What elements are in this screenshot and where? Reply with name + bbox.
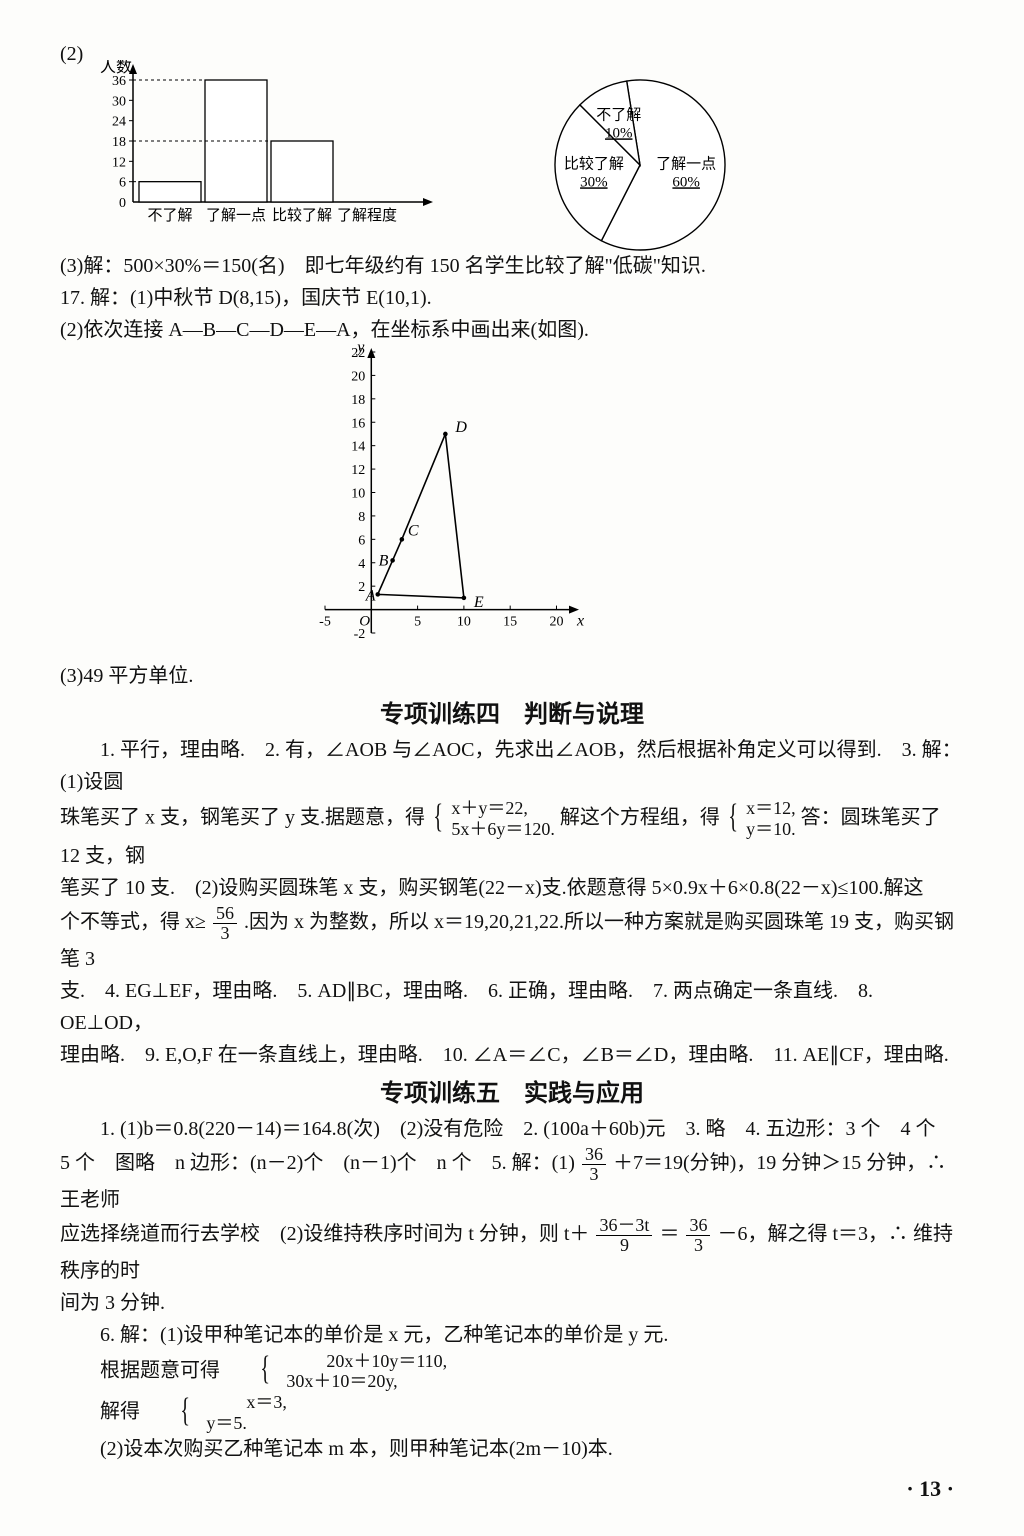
pie-chart: 了解一点 60% 比较了解 30% 不了解 10%	[535, 60, 745, 270]
frac-d: 3	[686, 1236, 710, 1255]
sysfa: 20x＋10y＝110,	[326, 1351, 447, 1371]
sec5-line-f: 根据题意可得 { 20x＋10y＝110,30x＋10＝20y,	[60, 1351, 964, 1392]
sys1a: x＋y＝22,	[451, 798, 528, 818]
p-answer-3: (3)解：500×30%＝150(名) 即七年级约有 150 名学生比较了解"低…	[60, 250, 964, 282]
svg-text:12: 12	[112, 155, 126, 170]
svg-text:20: 20	[549, 615, 563, 630]
p-q17-3: (3)49 平方单位.	[60, 660, 964, 692]
svg-text:24: 24	[112, 115, 126, 130]
svg-text:B: B	[379, 552, 389, 569]
section-5-title: 专项训练五 实践与应用	[60, 1075, 964, 1113]
frac-d: 9	[596, 1236, 652, 1255]
page-number: · 13 ·	[906, 1471, 954, 1506]
svg-text:8: 8	[358, 510, 365, 525]
svg-text:-5: -5	[319, 615, 331, 630]
svg-text:4: 4	[358, 557, 365, 572]
sec4-line-e: 支. 4. EG⊥EF，理由略. 5. AD∥BC，理由略. 6. 正确，理由略…	[60, 975, 964, 1039]
svg-text:6: 6	[119, 176, 126, 191]
sec5-f-pre: 根据题意可得	[100, 1359, 220, 1381]
svg-text:22: 22	[351, 346, 365, 361]
svg-text:6: 6	[358, 533, 365, 548]
svg-text:x: x	[576, 613, 584, 630]
svg-text:不了解: 不了解	[147, 207, 192, 224]
q2-label: (2)	[60, 38, 83, 70]
sec4-line-d: 个不等式，得 x≥ 563 .因为 x 为整数，所以 x＝19,20,21,22…	[60, 904, 964, 975]
sec5-c-mid: ＝	[659, 1223, 679, 1245]
frac-n: 36	[686, 1216, 710, 1236]
p-q17-1: 17. 解：(1)中秋节 D(8,15)，国庆节 E(10,1).	[60, 282, 964, 314]
svg-text:2: 2	[358, 580, 365, 595]
sec5-line-c: 应选择绕道而行去学校 (2)设维持秩序时间为 t 分钟，则 t＋ 36－3t9 …	[60, 1216, 964, 1287]
sec5-line-g: 解得 { x＝3,y＝5.	[60, 1392, 964, 1433]
svg-text:12: 12	[351, 463, 365, 478]
bar-chart: 6 12 18 24 30 36 0 人数 不了解 了解一点 比较了解了解程度	[95, 60, 435, 240]
sec4-line-c: 笔买了 10 支. (2)设购买圆珠笔 x 支，购买钢笔(22－x)支.依题意得…	[60, 872, 964, 904]
svg-text:了解一点: 了解一点	[206, 207, 266, 224]
svg-text:D: D	[454, 419, 467, 436]
svg-text:了解程度: 了解程度	[337, 207, 397, 224]
sys2a: x＝12,	[746, 798, 796, 818]
frac-d: 3	[582, 1165, 606, 1184]
svg-text:14: 14	[351, 440, 365, 455]
frac-n: 36	[582, 1145, 606, 1165]
coordinate-chart: x y O -5 5 10 15 20 -2 2 4 6 8 10 12 14 …	[285, 340, 585, 655]
sec5-line-h: (2)设本次购买乙种笔记本 m 本，则甲种笔记本(2m－10)本.	[60, 1433, 964, 1465]
sys2b: y＝10.	[746, 819, 796, 839]
svg-text:10: 10	[457, 615, 471, 630]
svg-text:比较了解: 比较了解	[564, 154, 624, 172]
sec5-c-pre: 应选择绕道而行去学校 (2)设维持秩序时间为 t 分钟，则 t＋	[60, 1223, 589, 1245]
svg-text:E: E	[473, 594, 484, 611]
sec4-b-pre: 珠笔买了 x 支，钢笔买了 y 支.据题意，得	[60, 807, 425, 829]
svg-text:15: 15	[503, 615, 517, 630]
frac-n: 36－3t	[596, 1216, 652, 1236]
svg-text:A: A	[365, 587, 376, 604]
sysgb: y＝5.	[206, 1413, 247, 1433]
frac-d: 3	[213, 924, 237, 943]
svg-text:了解一点: 了解一点	[656, 155, 716, 172]
svg-text:不了解: 不了解	[596, 106, 641, 123]
svg-text:18: 18	[112, 135, 126, 150]
svg-text:人数: 人数	[100, 60, 132, 76]
sec5-line-b: 5 个 图略 n 边形：(n－2)个 (n－1)个 n 个 5. 解：(1) 3…	[60, 1145, 964, 1216]
svg-text:C: C	[408, 522, 419, 539]
sec4-b-mid: 解这个方程组，得	[560, 807, 720, 829]
sec4-line-f: 理由略. 9. E,O,F 在一条直线上，理由略. 10. ∠A＝∠C，∠B＝∠…	[60, 1039, 964, 1071]
svg-text:10: 10	[351, 487, 365, 502]
sec4-d-pre: 个不等式，得 x≥	[60, 911, 206, 933]
sec4-line-b: 珠笔买了 x 支，钢笔买了 y 支.据题意，得 { x＋y＝22,5x＋6y＝1…	[60, 798, 964, 871]
frac-n: 56	[213, 904, 237, 924]
svg-text:0: 0	[119, 196, 126, 211]
svg-text:18: 18	[351, 393, 365, 408]
sec4-line-a: 1. 平行，理由略. 2. 有，∠AOB 与∠AOC，先求出∠AOB，然后根据补…	[60, 734, 964, 798]
svg-text:-2: -2	[354, 627, 366, 642]
svg-text:10%: 10%	[605, 125, 633, 141]
svg-text:60%: 60%	[672, 174, 700, 190]
svg-text:36: 36	[112, 74, 126, 89]
svg-text:20: 20	[351, 369, 365, 384]
sec5-line-a: 1. (1)b＝0.8(220－14)＝164.8(次) (2)没有危险 2. …	[60, 1113, 964, 1145]
sec5-line-d: 间为 3 分钟.	[60, 1287, 964, 1319]
section-4-title: 专项训练四 判断与说理	[60, 696, 964, 734]
sys1b: 5x＋6y＝120.	[451, 819, 555, 839]
sysga: x＝3,	[246, 1392, 287, 1412]
svg-text:16: 16	[351, 416, 365, 431]
svg-text:30%: 30%	[580, 174, 608, 190]
svg-text:30: 30	[112, 94, 126, 109]
svg-text:5: 5	[414, 615, 421, 630]
sec5-b-pre: 5 个 图略 n 边形：(n－2)个 (n－1)个 n 个 5. 解：(1)	[60, 1152, 575, 1174]
sec5-g-pre: 解得	[100, 1400, 140, 1422]
sec5-line-e: 6. 解：(1)设甲种笔记本的单价是 x 元，乙种笔记本的单价是 y 元.	[60, 1319, 964, 1351]
sysfb: 30x＋10＝20y,	[286, 1371, 397, 1391]
svg-text:比较了解: 比较了解	[272, 206, 332, 224]
